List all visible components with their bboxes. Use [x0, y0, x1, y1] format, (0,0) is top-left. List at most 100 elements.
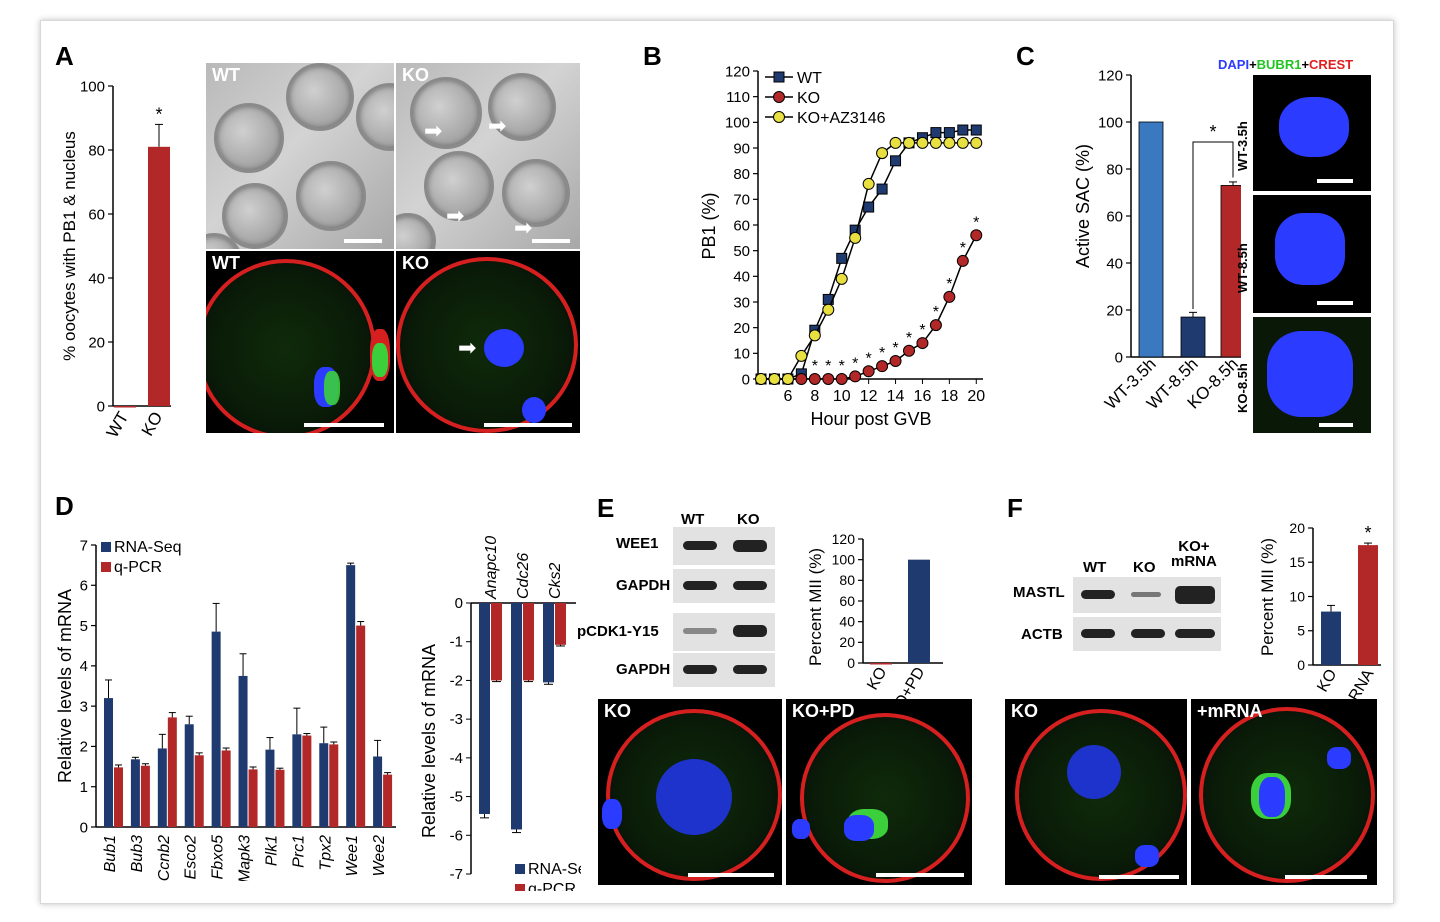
b-x-tick-label: 18	[940, 388, 958, 405]
d1-x-tick-label: Tpx2	[317, 835, 334, 871]
mii-image-f-1: KO	[1005, 699, 1187, 885]
b-y-tick-label: 30	[733, 294, 750, 311]
f-x-tick-label: KO	[1314, 667, 1340, 696]
a-x-tick-label: KO	[138, 409, 167, 440]
fluorescence-ko: ➡ KO	[396, 251, 580, 433]
b-x-tick-label: 20	[967, 388, 985, 405]
b-significance: *	[946, 276, 952, 293]
d2-y-tick-label: -4	[450, 750, 463, 767]
b-significance: *	[919, 322, 925, 339]
blot-f-row-2: ACTB	[1021, 626, 1063, 643]
d2-bar-cdc26	[511, 603, 522, 830]
sac-image-1-label: WT-3.5h	[1235, 121, 1250, 171]
c-significance: *	[1209, 122, 1216, 142]
b-point-2	[903, 136, 915, 149]
b-point-2	[808, 329, 821, 342]
b-point-1	[916, 337, 929, 350]
stain-dapi: DAPI	[1218, 57, 1250, 72]
b-point-1	[849, 370, 862, 383]
blot-f-row-1: MASTL	[1013, 584, 1065, 601]
d1-bar-plk1	[265, 749, 275, 827]
b-x-tick-label: 16	[914, 388, 932, 405]
panel-label-b: B	[643, 41, 662, 71]
blot-e-band-2	[673, 569, 775, 603]
b-significance: *	[852, 355, 858, 372]
b-point-1	[970, 229, 983, 242]
b-x-tick-label: 10	[833, 388, 851, 405]
d1-bar-fbxo5	[211, 631, 221, 827]
c-y-tick-label: 40	[1106, 255, 1123, 272]
d1-y-label: Relative levels of mRNA	[55, 589, 75, 783]
b-point-1	[835, 373, 848, 385]
blot-e-band-4	[673, 653, 775, 687]
stain-plus-2: +	[1301, 57, 1310, 72]
b-point-2	[835, 272, 848, 285]
e-x-tick-label: KO	[864, 665, 890, 694]
b-significance: *	[839, 358, 845, 375]
b-point-2	[795, 349, 808, 362]
d1-legend-swatch	[101, 562, 111, 572]
b-point-1	[889, 355, 902, 368]
d2-legend-label: RNA-Seq	[528, 861, 581, 878]
b-y-tick-label: 110	[726, 89, 750, 106]
c-y-tick-label: 20	[1106, 302, 1123, 319]
d1-bar-prc1	[302, 735, 312, 827]
d1-x-tick-label: Bub3	[129, 835, 146, 872]
d1-bar-ccnb2	[157, 748, 167, 827]
b-y-tick-label: 120	[725, 63, 750, 80]
b-point-1	[876, 360, 889, 373]
sac-image-2-label: WT-8.5h	[1235, 243, 1250, 293]
b-y-tick-label: 100	[725, 115, 750, 132]
d2-bar-anapc10	[479, 603, 490, 814]
a-y-tick-label: 100	[80, 78, 105, 95]
b-legend-marker	[773, 71, 785, 83]
b-legend-marker	[773, 91, 785, 103]
mii-image-e-2-label: KO+PD	[792, 701, 855, 721]
c-y-tick-label: 100	[1098, 114, 1123, 131]
b-significance: *	[866, 350, 872, 367]
e-y-tick-label: 120	[832, 531, 856, 547]
d1-bar-wee2	[383, 774, 393, 827]
panel-label-d: D	[55, 491, 74, 521]
b-significance: *	[892, 340, 898, 357]
d2-bar-cdc26	[523, 603, 534, 681]
d1-bar-tpx2	[319, 743, 329, 827]
e-y-label: Percent MII (%)	[806, 548, 825, 666]
a-y-tick-label: 40	[88, 270, 105, 287]
b-x-tick-label: 14	[887, 388, 905, 405]
b-y-tick-label: 20	[733, 320, 750, 337]
c-bar-1	[1180, 316, 1206, 358]
d1-y-tick-label: 0	[80, 819, 88, 836]
a-y-tick-label: 20	[88, 334, 105, 351]
d2-y-tick-label: -1	[450, 634, 463, 651]
b-significance: *	[812, 358, 818, 375]
c-significance-bracket	[1192, 141, 1234, 310]
b-point-1	[808, 373, 821, 385]
d2-x-tick-label: Anapc10	[483, 536, 500, 600]
blot-f-ko-mrna: KO+ mRNA	[1171, 538, 1217, 570]
mii-image-f-2-label: +mRNA	[1197, 701, 1263, 721]
f-significance: *	[1364, 523, 1371, 543]
d1-legend-swatch	[101, 542, 111, 552]
d1-bar-wee1	[346, 565, 356, 827]
d1-x-tick-label: Ccnb2	[156, 835, 173, 881]
e-y-tick-label: 60	[839, 593, 855, 609]
d1-bar-plk1	[275, 769, 285, 827]
d1-bar-prc1	[292, 734, 302, 827]
b-y-tick-label: 60	[733, 217, 750, 234]
b-significance: *	[960, 240, 966, 257]
b-point-2	[943, 136, 956, 149]
blot-e-wt: WT	[681, 511, 705, 528]
fluorescence-wt-label: WT	[212, 253, 240, 273]
d1-bar-wee1	[356, 625, 366, 827]
blot-e-row-3: pCDK1-Y15	[577, 623, 659, 640]
b-y-tick-label: 0	[742, 371, 750, 388]
b-significance: *	[825, 358, 831, 375]
c-y-label: Active SAC (%)	[1073, 144, 1093, 268]
b-legend-marker	[773, 111, 785, 123]
b-point-1	[795, 373, 808, 385]
b-y-label: PB1 (%)	[699, 192, 719, 259]
d2-bar-cks2	[555, 603, 566, 645]
